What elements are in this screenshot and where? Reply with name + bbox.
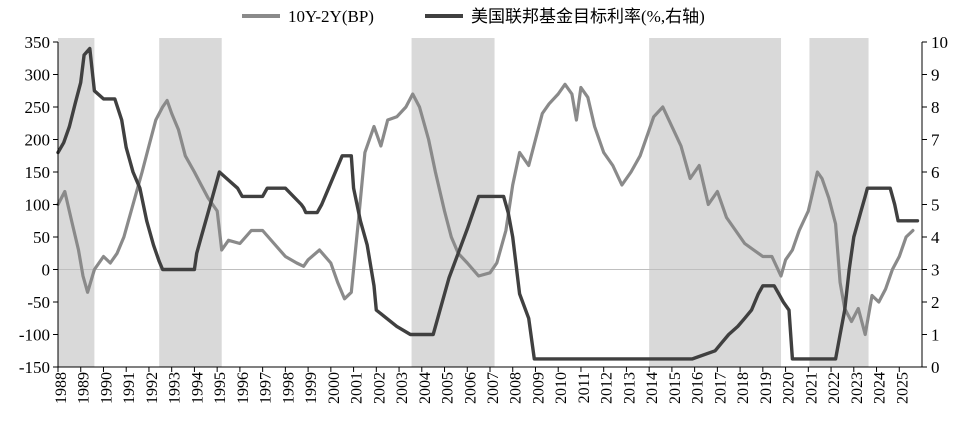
left-tick-label: 100 [25, 196, 51, 215]
x-tick-label: 2013 [621, 372, 638, 404]
shaded-period-3 [411, 38, 495, 367]
left-tick-label: -50 [27, 293, 50, 312]
legend-label-2: 美国联邦基金目标利率(%,右轴) [471, 7, 705, 26]
x-tick-label: 1989 [76, 372, 93, 404]
x-tick-label: 2005 [440, 372, 457, 404]
x-tick-label: 2002 [371, 372, 388, 404]
x-tick-label: 1993 [167, 372, 184, 404]
x-tick-label: 2021 [803, 372, 820, 404]
x-tick-label: 2011 [576, 372, 593, 403]
left-tick-label: -150 [19, 358, 50, 377]
right-tick-label: 2 [931, 293, 940, 312]
x-tick-label: 2015 [667, 372, 684, 404]
x-tick-label: 2016 [690, 372, 707, 404]
x-tick-label: 1998 [280, 372, 297, 404]
x-tick-label: 2003 [394, 372, 411, 404]
x-tick-label: 1992 [144, 372, 161, 404]
x-tick-label: 2017 [712, 372, 729, 404]
x-tick-label: 2007 [485, 372, 502, 404]
shaded-period-1 [58, 38, 95, 367]
x-tick-label: 2023 [849, 372, 866, 404]
x-tick-label: 1991 [121, 372, 138, 404]
shaded-period-4 [649, 38, 782, 367]
axes: 350300250200150100500-50-100-15010987654… [19, 33, 948, 404]
left-tick-label: 300 [25, 66, 51, 85]
x-tick-label: 2001 [349, 372, 366, 404]
x-tick-label: 1999 [303, 372, 320, 404]
x-tick-label: 2024 [872, 372, 889, 404]
x-tick-label: 1990 [98, 372, 115, 404]
left-tick-label: 50 [33, 228, 50, 247]
x-tick-label: 1994 [189, 372, 206, 404]
x-tick-label: 2008 [508, 372, 525, 404]
right-tick-label: 7 [931, 131, 940, 150]
legend: 10Y-2Y(BP) 美国联邦基金目标利率(%,右轴) [242, 7, 705, 26]
left-tick-label: 250 [25, 98, 51, 117]
x-tick-label: 2018 [735, 372, 752, 404]
right-tick-label: 8 [931, 98, 940, 117]
series-lines [56, 46, 920, 361]
x-tick-label: 1995 [212, 372, 229, 404]
right-tick-label: 9 [931, 66, 940, 85]
x-tick-label: 2009 [530, 372, 547, 404]
x-tick-label: 2004 [417, 372, 434, 404]
x-tick-label: 2012 [599, 372, 616, 404]
left-tick-label: 350 [25, 33, 51, 52]
x-tick-label: 2020 [781, 372, 798, 404]
x-tick-label: 2022 [826, 372, 843, 404]
series-line-2 [56, 46, 920, 361]
x-tick-label: 2025 [894, 372, 911, 404]
right-tick-label: 10 [931, 33, 948, 52]
x-tick-label: 2014 [644, 372, 661, 404]
left-tick-label: 0 [42, 261, 51, 280]
legend-label-1: 10Y-2Y(BP) [288, 7, 374, 26]
x-tick-label: 1997 [258, 372, 275, 404]
x-tick-label: 2000 [326, 372, 343, 404]
x-tick-label: 2006 [462, 372, 479, 404]
right-tick-label: 3 [931, 261, 940, 280]
right-tick-label: 4 [931, 228, 940, 247]
right-tick-label: 1 [931, 326, 940, 345]
right-tick-label: 5 [931, 196, 940, 215]
x-tick-label: 1996 [235, 372, 252, 404]
x-tick-label: 2010 [553, 372, 570, 404]
x-tick-label: 2019 [758, 372, 775, 404]
left-tick-label: 200 [25, 131, 51, 150]
left-tick-label: -100 [19, 326, 50, 345]
x-tick-label: 1988 [53, 372, 70, 404]
left-tick-label: 150 [25, 163, 51, 182]
right-tick-label: 6 [931, 163, 940, 182]
right-tick-label: 0 [931, 358, 940, 377]
